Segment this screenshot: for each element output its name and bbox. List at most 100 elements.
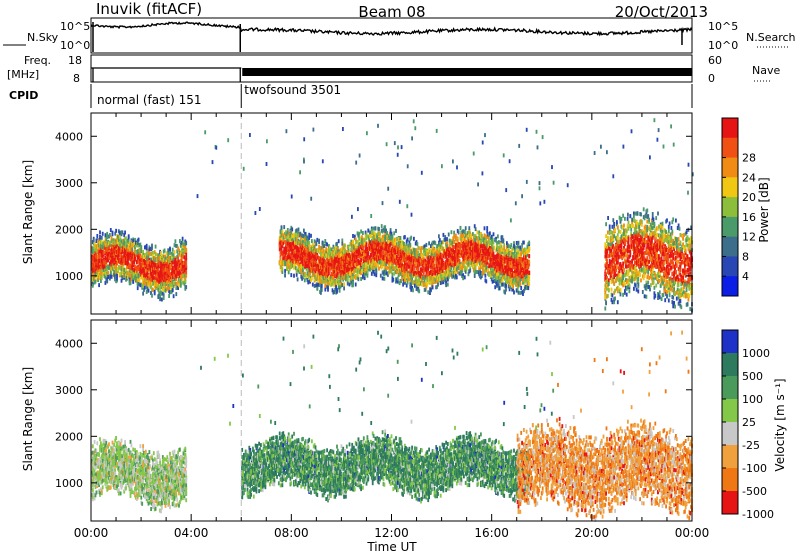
scatter-cell xyxy=(140,275,143,280)
scatter-cell xyxy=(169,266,171,271)
scatter-cell xyxy=(162,288,165,292)
scatter-cell xyxy=(295,237,298,242)
scatter-cell xyxy=(169,246,171,251)
scatter-cell xyxy=(365,236,368,241)
scatter-cell xyxy=(303,273,306,278)
scatter-cell xyxy=(311,276,313,281)
scatter-cell xyxy=(131,273,134,278)
scatter-cell xyxy=(120,278,123,283)
scatter-cell xyxy=(177,280,179,285)
scatter-cell xyxy=(161,286,164,291)
scatter-cell xyxy=(111,240,114,245)
scatter-cell xyxy=(431,240,434,245)
scatter-cell xyxy=(133,242,135,247)
scatter-cell xyxy=(105,237,108,242)
scatter-cell xyxy=(168,294,170,298)
scatter-cell xyxy=(115,270,117,275)
scatter-cell xyxy=(311,239,313,244)
scatter-cell xyxy=(174,257,177,262)
scatter-cell xyxy=(145,243,148,248)
scatter-cell xyxy=(111,256,114,261)
freq-label: Freq. xyxy=(24,54,51,67)
scatter-cell xyxy=(280,246,283,251)
scatter-cell xyxy=(184,245,187,250)
scatter-cell xyxy=(148,258,151,262)
scatter-cell xyxy=(108,251,110,256)
scatter-cell xyxy=(146,271,149,276)
scatter-cell xyxy=(175,292,178,297)
scatter-cell xyxy=(281,233,284,238)
scatter-cell xyxy=(321,279,324,284)
scatter-cell xyxy=(394,254,396,259)
scatter-cell xyxy=(448,238,451,243)
scatter-cell xyxy=(133,259,135,264)
scatter-cell xyxy=(114,231,117,236)
nave-label: Nave xyxy=(752,64,780,77)
scatter-cell xyxy=(117,234,119,239)
scatter-cell xyxy=(166,264,169,268)
scatter-cell xyxy=(99,253,101,258)
scatter-cell xyxy=(369,230,371,235)
scatter-cell xyxy=(177,255,179,260)
scatter-cell xyxy=(130,277,133,282)
scatter-cell xyxy=(415,248,418,253)
scatter-cell xyxy=(144,245,147,250)
scatter-cell xyxy=(303,237,306,242)
scatter-cell xyxy=(285,249,287,254)
scatter-cell xyxy=(286,230,289,235)
scatter-cell xyxy=(144,254,147,259)
scatter-cell xyxy=(446,282,449,287)
scatter-cell xyxy=(185,263,188,268)
scatter-cell xyxy=(140,249,143,253)
scatter-cell xyxy=(106,235,109,239)
scatter-cell xyxy=(157,276,160,281)
scatter-cell xyxy=(328,268,331,273)
scatter-cell xyxy=(178,283,180,288)
scatter-cell xyxy=(413,263,416,268)
scatter-cell xyxy=(144,274,147,279)
scatter-cell xyxy=(152,251,154,255)
scatter-cell xyxy=(150,284,152,289)
scatter-cell xyxy=(280,236,283,241)
scatter-cell xyxy=(423,251,426,256)
scatter-cell xyxy=(316,286,319,291)
scatter-cell xyxy=(123,233,126,238)
scatter-cell xyxy=(352,276,354,281)
scatter-cell xyxy=(324,283,327,288)
scatter-cell xyxy=(129,250,132,255)
scatter-cell xyxy=(337,239,340,244)
scatter-cell xyxy=(286,232,289,237)
scatter-cell xyxy=(447,232,450,237)
scatter-cell xyxy=(155,286,158,291)
scatter-cell xyxy=(278,260,281,265)
scatter-cell xyxy=(378,266,380,271)
scatter-cell xyxy=(121,230,124,235)
scatter-cell xyxy=(316,237,319,242)
scatter-cell xyxy=(140,272,143,277)
scatter-cell xyxy=(147,288,150,293)
scatter-cell xyxy=(152,266,155,271)
scatter-cell xyxy=(152,270,155,275)
scatter-cell xyxy=(91,281,94,286)
scatter-cell xyxy=(426,282,429,287)
scatter-cell xyxy=(161,254,164,259)
scatter-cell xyxy=(94,257,97,262)
scatter-cell xyxy=(159,297,161,302)
scatter-cell xyxy=(178,248,180,253)
scatter-cell xyxy=(104,233,107,238)
scatter-cell xyxy=(360,258,362,263)
scatter-cell xyxy=(173,250,176,255)
scatter-cell xyxy=(127,256,130,261)
scatter-cell xyxy=(428,241,430,246)
scatter-cell xyxy=(161,291,164,296)
scatter-cell xyxy=(343,282,345,287)
scatter-cell xyxy=(421,282,423,287)
scatter-cell xyxy=(343,286,345,291)
scatter-cell xyxy=(144,268,147,273)
scatter-cell xyxy=(136,240,139,245)
scatter-cell xyxy=(131,257,134,261)
scatter-cell xyxy=(161,263,164,268)
scatter-cell xyxy=(179,264,182,269)
scatter-cell xyxy=(150,290,152,295)
scatter-cell xyxy=(115,265,117,269)
